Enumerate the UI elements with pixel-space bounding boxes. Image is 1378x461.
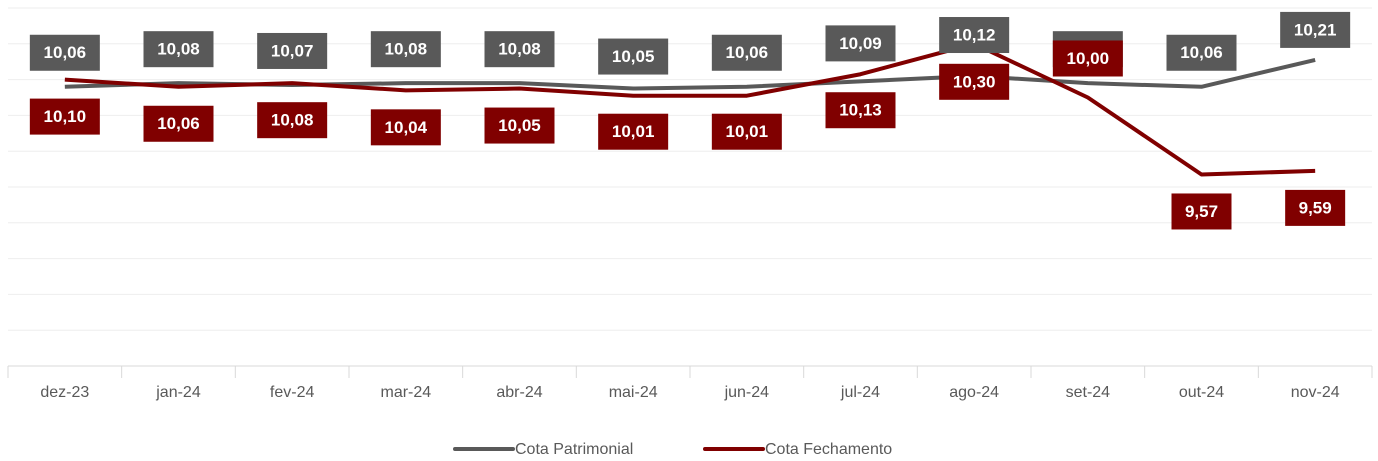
data-label-box xyxy=(257,32,328,69)
data-label: 10,01 xyxy=(612,122,655,141)
data-label: 10,05 xyxy=(612,47,655,66)
data-label-box xyxy=(598,113,669,150)
x-tick-label: dez-23 xyxy=(40,384,89,401)
x-tick-label: fev-24 xyxy=(270,384,315,401)
data-label-box xyxy=(1280,11,1351,48)
legend-label: Cota Fechamento xyxy=(765,441,892,458)
data-label-box xyxy=(484,31,555,68)
data-label: 10,08 xyxy=(498,40,541,59)
x-tick-label: mar-24 xyxy=(380,384,431,401)
data-label-box xyxy=(711,34,782,71)
data-label-box xyxy=(29,34,100,71)
data-label-box xyxy=(598,38,669,75)
data-label-box xyxy=(370,31,441,68)
x-tick-label: nov-24 xyxy=(1291,384,1340,401)
data-label: 10,21 xyxy=(1294,20,1337,39)
data-label-box xyxy=(370,109,441,146)
x-tick-label: jul-24 xyxy=(840,384,880,401)
data-label-box xyxy=(939,63,1010,100)
x-tick-label: set-24 xyxy=(1066,384,1111,401)
data-label-box xyxy=(1171,193,1232,230)
data-label: 10,04 xyxy=(385,118,428,137)
x-tick-label: ago-24 xyxy=(949,384,999,401)
x-tick-label: mai-24 xyxy=(609,384,658,401)
line-series xyxy=(64,41,1316,177)
data-label: 10,06 xyxy=(726,43,769,62)
data-label: 10,05 xyxy=(498,116,541,135)
data-label-box xyxy=(939,17,1010,54)
data-label-box xyxy=(1052,40,1123,77)
data-label-box xyxy=(143,105,214,142)
data-label: 10,06 xyxy=(1180,43,1223,62)
x-tick-label: out-24 xyxy=(1179,384,1224,401)
data-label: 10,08 xyxy=(157,40,200,59)
data-label: 10,00 xyxy=(1067,49,1110,68)
data-label: 10,07 xyxy=(271,41,314,60)
data-label: 10,09 xyxy=(839,34,882,53)
data-label-box xyxy=(484,107,555,144)
x-tick-label: jan-24 xyxy=(155,384,201,401)
data-label: 10,12 xyxy=(953,26,996,45)
data-label: 10,01 xyxy=(726,122,769,141)
data-label-box xyxy=(1285,189,1346,226)
data-label-box xyxy=(711,113,782,150)
data-label: 10,06 xyxy=(44,43,87,62)
legend-label: Cota Patrimonial xyxy=(515,441,633,458)
data-label-box xyxy=(1166,34,1237,71)
data-label: 10,10 xyxy=(44,107,87,126)
data-label: 9,57 xyxy=(1185,202,1218,221)
data-label: 10,06 xyxy=(157,114,200,133)
data-label: 10,08 xyxy=(271,111,314,130)
data-label-box xyxy=(257,102,328,139)
data-label-box xyxy=(143,31,214,68)
data-label: 10,08 xyxy=(385,40,428,59)
data-label-box xyxy=(825,92,896,129)
x-tick-label: jun-24 xyxy=(724,384,770,401)
data-label-box xyxy=(29,98,100,135)
data-label: 10,30 xyxy=(953,72,996,91)
x-tick-label: abr-24 xyxy=(496,384,542,401)
data-label: 9,59 xyxy=(1299,198,1332,217)
data-label: 10,13 xyxy=(839,101,882,120)
data-label-box xyxy=(825,25,896,62)
